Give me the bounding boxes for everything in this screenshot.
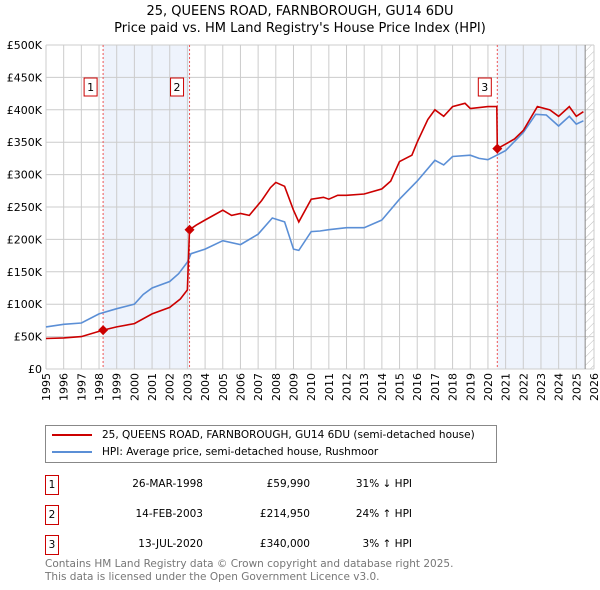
legend-label: HPI: Average price, semi-detached house,… <box>102 446 379 458</box>
footer: Contains HM Land Registry data © Crown c… <box>45 558 453 584</box>
sale-date: 13-JUL-2020 <box>138 538 203 550</box>
sale-marker-box: 1 <box>45 475 59 495</box>
sale-price: £214,950 <box>259 508 310 520</box>
legend-item-hpi: HPI: Average price, semi-detached house,… <box>52 446 378 458</box>
sale-price: £340,000 <box>259 538 310 550</box>
sale-label: 1 <box>87 81 94 94</box>
y-tick-label: £100K <box>7 298 43 311</box>
x-tick-label: 2017 <box>429 373 442 401</box>
x-tick-label: 1996 <box>58 373 71 401</box>
x-tick-label: 2012 <box>341 373 354 401</box>
x-tick-label: 1998 <box>93 373 106 401</box>
x-tick-label: 1995 <box>40 373 53 401</box>
footer-line: This data is licensed under the Open Gov… <box>45 571 380 583</box>
x-tick-label: 2023 <box>535 373 548 401</box>
y-tick-label: £250K <box>7 201 43 214</box>
chart-subtitle: Price paid vs. HM Land Registry's House … <box>114 21 486 36</box>
legend-label: 25, QUEENS ROAD, FARNBOROUGH, GU14 6DU (… <box>102 429 475 441</box>
sale-row: 2 14-FEB-2003 £214,950 24% ↑ HPI <box>45 505 445 525</box>
legend-swatch <box>52 434 92 436</box>
sale-label-box <box>83 77 98 97</box>
y-tick-label: £500K <box>7 39 43 52</box>
y-tick-label: £400K <box>7 104 43 117</box>
x-tick-label: 2015 <box>394 373 407 401</box>
x-tick-label: 2000 <box>128 373 141 401</box>
x-tick-label: 2020 <box>482 373 495 401</box>
y-tick-label: £200K <box>7 233 43 246</box>
sale-label-box <box>477 77 492 97</box>
x-tick-label: 2005 <box>217 373 230 401</box>
x-tick-label: 2006 <box>234 373 247 401</box>
x-tick-label: 2021 <box>500 373 513 401</box>
sale-row: 1 26-MAR-1998 £59,990 31% ↓ HPI <box>45 475 445 495</box>
sale-hpi: 3% ↑ HPI <box>362 538 412 550</box>
x-tick-label: 2016 <box>411 373 424 401</box>
x-tick-label: 2003 <box>181 373 194 401</box>
legend: 25, QUEENS ROAD, FARNBOROUGH, GU14 6DU (… <box>45 425 497 463</box>
x-tick-label: 2024 <box>553 373 566 401</box>
sale-price: £59,990 <box>266 478 310 490</box>
sale-point <box>492 143 503 154</box>
sale-label: 2 <box>174 81 181 94</box>
footer-line: Contains HM Land Registry data © Crown c… <box>45 558 454 570</box>
x-tick-label: 2011 <box>323 373 336 401</box>
x-tick-label: 2010 <box>305 373 318 401</box>
x-tick-label: 2008 <box>270 373 283 401</box>
legend-item-property: 25, QUEENS ROAD, FARNBOROUGH, GU14 6DU (… <box>52 429 475 441</box>
x-tick-label: 2014 <box>376 373 389 401</box>
x-tick-label: 2026 <box>588 373 600 401</box>
sale-label: 3 <box>481 81 488 94</box>
y-tick-label: £450K <box>7 71 43 84</box>
x-tick-label: 2004 <box>199 373 212 401</box>
hpi-line <box>45 113 584 328</box>
sale-date: 14-FEB-2003 <box>135 508 203 520</box>
plot-area: 1995 1996 1997 1998 1999 2000 2001 2002 2003 2004… <box>7 39 600 401</box>
y-tick-label: £50K <box>14 331 43 344</box>
y-tick-label: £300K <box>7 169 43 182</box>
sale-row: 3 13-JUL-2020 £340,000 3% ↑ HPI <box>45 535 445 555</box>
x-tick-label: 2007 <box>252 373 265 401</box>
y-tick-label: £0 <box>28 363 42 376</box>
legend-swatch <box>52 451 92 453</box>
sale-point <box>98 325 109 336</box>
price-paid-line <box>45 102 584 340</box>
sale-point <box>184 224 195 235</box>
sale-date: 26-MAR-1998 <box>132 478 203 490</box>
sale-hpi: 24% ↑ HPI <box>355 508 412 520</box>
x-tick-label: 2019 <box>464 373 477 401</box>
x-tick-label: 2009 <box>287 373 300 401</box>
y-tick-label: £150K <box>7 266 43 279</box>
y-tick-label: £350K <box>7 136 43 149</box>
sale-label-box <box>170 77 185 97</box>
sale-hpi: 31% ↓ HPI <box>355 478 412 490</box>
x-tick-label: 2018 <box>447 373 460 401</box>
x-tick-label: 2022 <box>517 373 530 401</box>
x-tick-label: 2002 <box>164 373 177 401</box>
x-tick-label: 2025 <box>570 373 583 401</box>
chart-title: 25, QUEENS ROAD, FARNBOROUGH, GU14 6DU <box>146 4 454 19</box>
x-tick-label: 1999 <box>111 373 124 401</box>
sale-marker-box: 2 <box>45 505 59 525</box>
x-tick-label: 2001 <box>146 373 159 401</box>
sale-marker-box: 3 <box>45 535 59 555</box>
x-tick-label: 2013 <box>358 373 371 401</box>
x-tick-label: 1997 <box>75 373 88 401</box>
